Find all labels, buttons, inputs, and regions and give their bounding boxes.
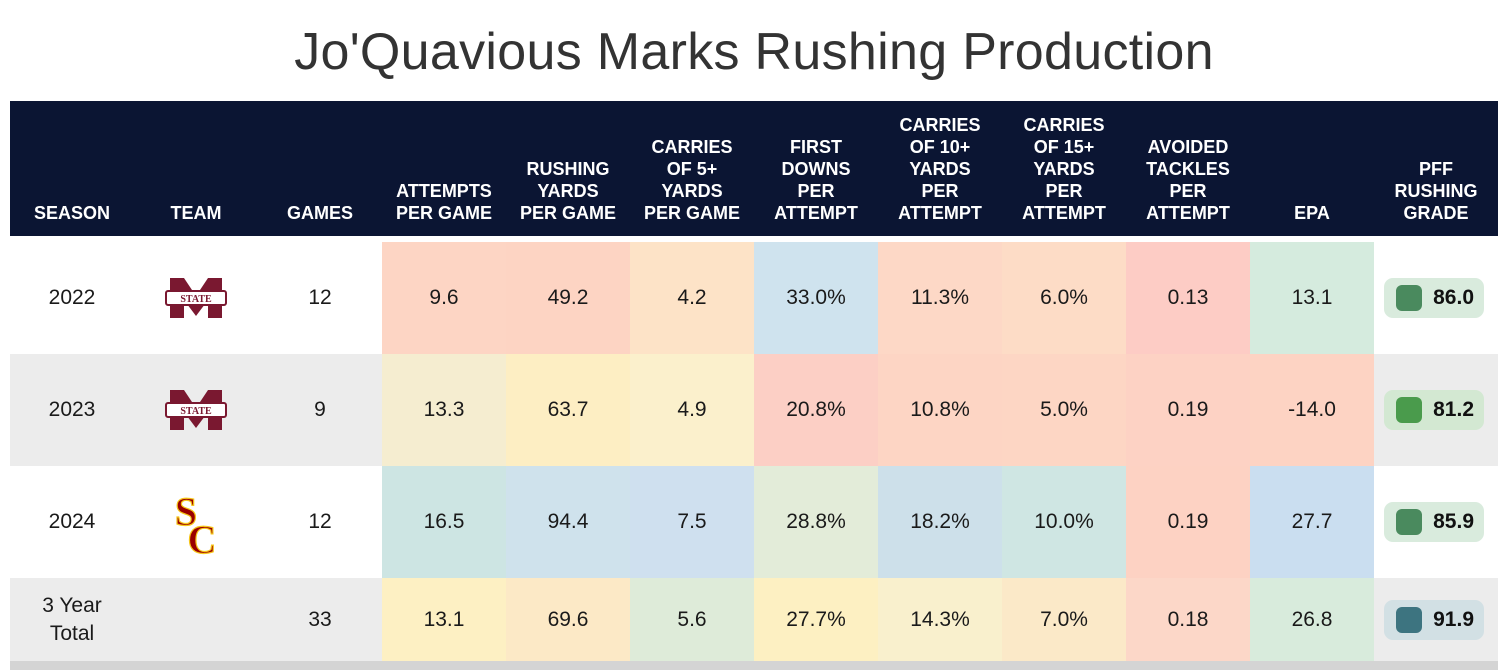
header-9: AVOIDED TACKLES PER ATTEMPT	[1146, 137, 1230, 223]
header-0: SEASON	[33, 203, 111, 223]
table-row: 2022 STATE 12 9.6 49.2 4.2 33.0% 11.3% 6.0% 0.1…	[10, 242, 1498, 354]
games-cell: 12	[308, 286, 332, 309]
season-cell: 2023	[48, 398, 96, 421]
grade-swatch	[1396, 397, 1422, 423]
stat-cell: 4.9	[630, 354, 754, 466]
stat-cell: 5.6	[630, 578, 754, 661]
stat-cell: -14.0	[1250, 354, 1374, 466]
stat-cell: 5.0%	[1002, 354, 1126, 466]
mississippi-state-logo: STATE	[134, 242, 258, 354]
stat-cell: 14.3%	[878, 578, 1002, 661]
header-2: GAMES	[286, 203, 353, 223]
stat-cell: 69.6	[506, 578, 630, 661]
stat-cell: 6.0%	[1002, 242, 1126, 354]
stat-cell: 13.1	[1250, 242, 1374, 354]
stat-cell: 10.0%	[1002, 466, 1126, 578]
stat-cell: 7.5	[630, 466, 754, 578]
header-8: CARRIES OF 15+ YARDS PER ATTEMPT	[1022, 115, 1106, 223]
stat-cell: 0.19	[1126, 354, 1250, 466]
grade-badge: 81.2	[1384, 390, 1484, 430]
grade-badge: 86.0	[1384, 278, 1484, 318]
stat-cell: 27.7%	[754, 578, 878, 661]
games-cell: 12	[308, 510, 332, 533]
table-bottom-border	[10, 661, 1498, 670]
table-row: 2023 STATE 9 13.3 63.7 4.9 20.8% 10.8% 5.0% 0.1…	[10, 354, 1498, 466]
games-cell: 9	[314, 398, 326, 421]
season-cell: 2022	[48, 286, 96, 309]
stat-cell: 9.6	[382, 242, 506, 354]
header-5: CARRIES OF 5+ YARDS PER GAME	[643, 137, 740, 223]
header-10: EPA	[1294, 203, 1330, 223]
stat-cell: 13.3	[382, 354, 506, 466]
stat-cell: 0.19	[1126, 466, 1250, 578]
grade-value: 85.9	[1433, 510, 1474, 533]
stat-cell: 20.8%	[754, 354, 878, 466]
stat-cell: 4.2	[630, 242, 754, 354]
svg-text:C: C	[188, 517, 217, 557]
stat-cell: 63.7	[506, 354, 630, 466]
stat-cell: 26.8	[1250, 578, 1374, 661]
grade-swatch	[1396, 509, 1422, 535]
stat-cell: 94.4	[506, 466, 630, 578]
svg-text:STATE: STATE	[180, 294, 212, 305]
team-cell-empty	[134, 578, 258, 661]
header-3: ATTEMPTS PER GAME	[395, 181, 492, 223]
grade-badge: 91.9	[1384, 599, 1484, 640]
mississippi-state-logo: STATE	[134, 354, 258, 466]
games-cell: 33	[308, 607, 332, 631]
stat-cell: 7.0%	[1002, 578, 1126, 661]
grade-badge: 85.9	[1384, 502, 1484, 542]
stat-cell: 33.0%	[754, 242, 878, 354]
header-7: CARRIES OF 10+ YARDS PER ATTEMPT	[898, 115, 982, 223]
stat-cell: 18.2%	[878, 466, 1002, 578]
grade-swatch	[1396, 285, 1422, 311]
header-6: FIRST DOWNS PER ATTEMPT	[774, 137, 858, 223]
stat-cell: 0.18	[1126, 578, 1250, 661]
chart-title: Jo'Quavious Marks Rushing Production	[294, 23, 1214, 81]
grade-value: 81.2	[1433, 398, 1474, 421]
table-row: 2024 S C 12 16.5 94.4 7.5 28.8% 18.2% 10.0% 0.1…	[10, 466, 1498, 578]
stat-cell: 0.13	[1126, 242, 1250, 354]
stat-cell: 13.1	[382, 578, 506, 661]
header-11: PFF RUSHING GRADE	[1394, 159, 1478, 223]
header-4: RUSHING YARDS PER GAME	[519, 159, 616, 223]
table-header: SEASON TEAM GAMES ATTEMPTS PER GAME RUSHING …	[10, 101, 1498, 236]
stat-cell: 27.7	[1250, 466, 1374, 578]
season-cell: 3 Year Total	[42, 593, 102, 645]
grade-value: 91.9	[1433, 607, 1474, 631]
stat-cell: 16.5	[382, 466, 506, 578]
header-1: TEAM	[170, 203, 222, 223]
stat-cell: 28.8%	[754, 466, 878, 578]
grade-swatch	[1396, 606, 1422, 633]
svg-text:S: S	[175, 489, 197, 534]
stat-cell: 11.3%	[878, 242, 1002, 354]
stat-cell: 10.8%	[878, 354, 1002, 466]
grade-value: 86.0	[1433, 286, 1474, 309]
usc-logo: S C	[134, 466, 258, 578]
table-row: 3 Year Total 33 13.1 69.6 5.6 27.7% 14.3% 7.0% 0…	[10, 578, 1498, 661]
season-cell: 2024	[48, 510, 96, 533]
stat-cell: 49.2	[506, 242, 630, 354]
svg-text:STATE: STATE	[180, 406, 212, 417]
